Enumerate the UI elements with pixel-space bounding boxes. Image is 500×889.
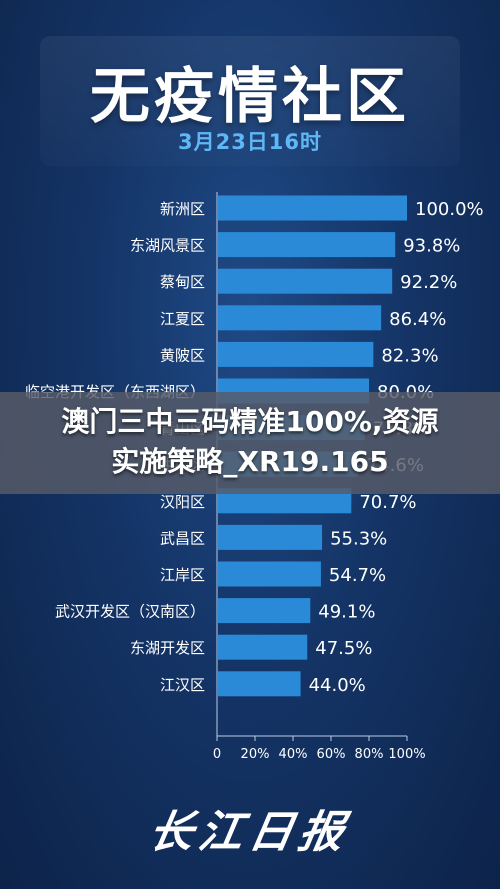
newspaper-logo: 长江日报 bbox=[144, 807, 354, 858]
value-label: 82.3% bbox=[381, 345, 438, 366]
chart-subtitle: 3月23日16时 bbox=[177, 130, 323, 154]
caption-text: 澳门三中三码精准100%,资源 实施策略_XR19.165 bbox=[20, 402, 480, 482]
header-panel bbox=[40, 36, 460, 166]
value-label: 92.2% bbox=[400, 272, 457, 293]
value-label: 93.8% bbox=[403, 236, 460, 257]
category-label: 蔡甸区 bbox=[160, 273, 205, 291]
category-label: 江汉区 bbox=[160, 676, 205, 694]
bar bbox=[218, 561, 321, 587]
bar bbox=[218, 598, 311, 624]
value-label: 70.7% bbox=[359, 492, 416, 513]
bar bbox=[218, 232, 396, 258]
bar bbox=[218, 634, 308, 660]
value-label: 44.0% bbox=[309, 675, 366, 696]
chart-title: 无疫情社区 bbox=[90, 62, 410, 132]
value-label: 47.5% bbox=[315, 638, 372, 659]
bar bbox=[218, 268, 393, 294]
value-label: 49.1% bbox=[318, 602, 375, 623]
value-label: 100.0% bbox=[415, 199, 484, 220]
category-label: 江夏区 bbox=[160, 310, 205, 328]
category-label: 东湖风景区 bbox=[130, 237, 205, 255]
value-label: 54.7% bbox=[329, 565, 386, 586]
caption-line-1: 澳门三中三码精准100%,资源 bbox=[61, 405, 439, 438]
category-label: 东湖开发区 bbox=[130, 639, 205, 657]
x-tick-label: 40% bbox=[279, 747, 308, 762]
category-label: 江岸区 bbox=[160, 566, 205, 584]
bar bbox=[218, 671, 301, 697]
category-label: 新洲区 bbox=[160, 200, 205, 218]
category-label: 汉阳区 bbox=[160, 493, 205, 511]
category-label: 武昌区 bbox=[160, 529, 205, 547]
x-tick-label: 100% bbox=[388, 747, 425, 762]
value-label: 86.4% bbox=[389, 309, 446, 330]
x-tick-label: 60% bbox=[317, 747, 346, 762]
value-label: 55.3% bbox=[330, 528, 387, 549]
x-tick-label: 0 bbox=[213, 747, 221, 762]
bar bbox=[218, 305, 382, 331]
category-label: 武汉开发区（汉南区） bbox=[55, 603, 205, 621]
x-tick-label: 80% bbox=[355, 747, 384, 762]
caption-overlay bbox=[0, 392, 500, 494]
caption-line-2: 实施策略_XR19.165 bbox=[111, 445, 389, 478]
bar bbox=[218, 195, 407, 221]
bar bbox=[218, 341, 374, 367]
bar bbox=[218, 524, 323, 550]
category-label: 黄陂区 bbox=[160, 346, 205, 364]
x-tick-label: 20% bbox=[241, 747, 270, 762]
